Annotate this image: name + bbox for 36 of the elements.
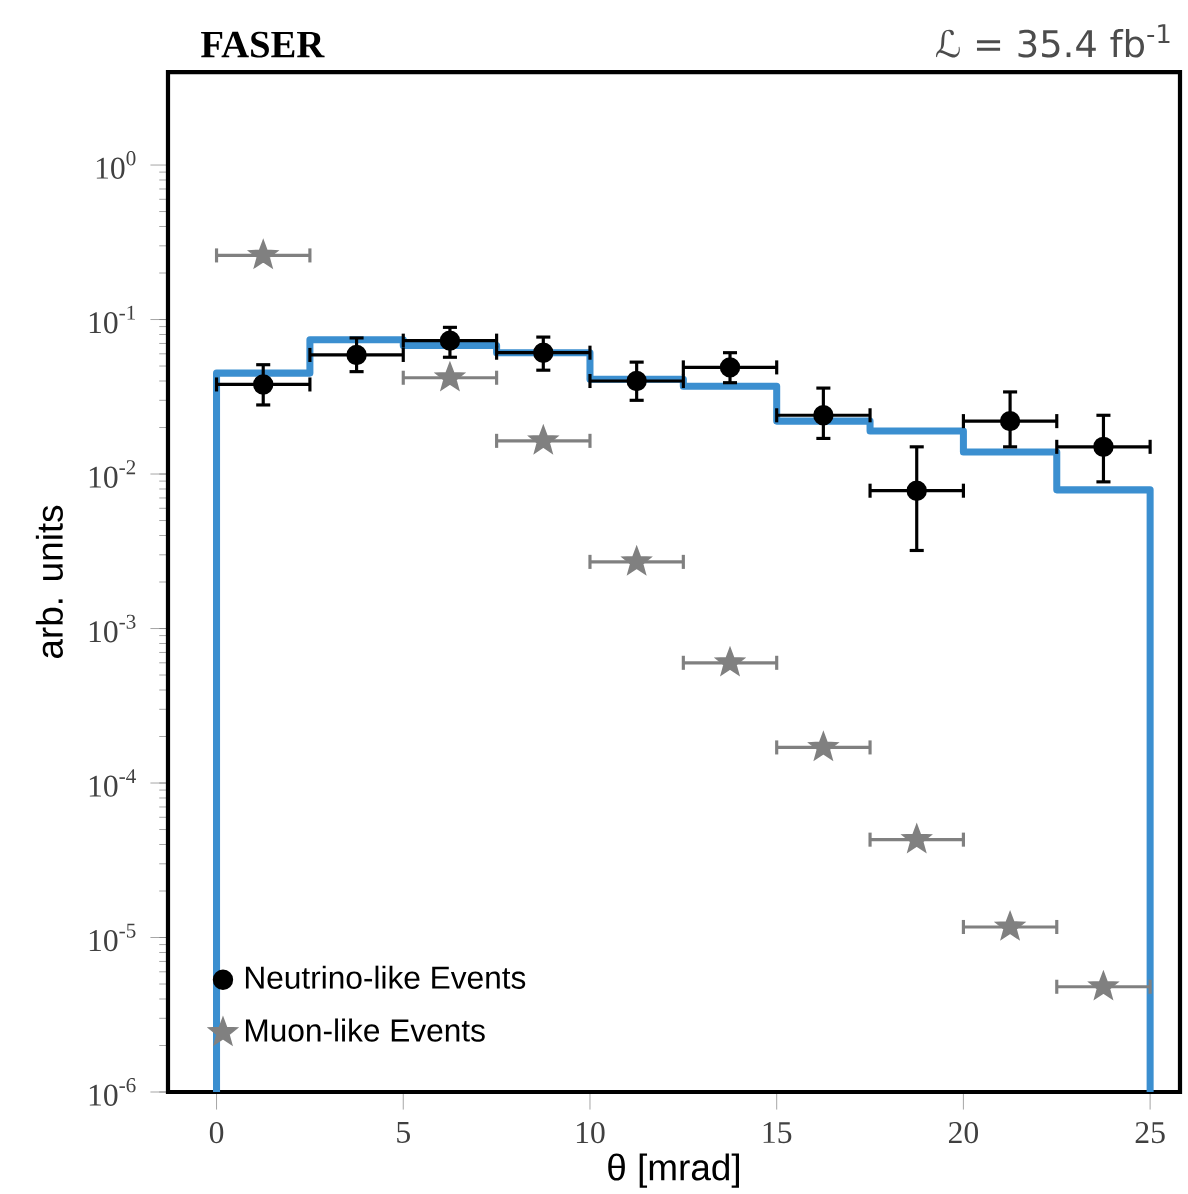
x-tick-label: 15 [763,1121,792,1144]
point [808,732,838,760]
x-tick-label: 0 [209,1121,224,1144]
x-tick-label: 5 [397,1121,410,1144]
point [995,911,1025,940]
point [528,425,558,454]
y-tick-label: 10$^{-6}$ [89,1078,136,1106]
x-tick-label: 20 [948,1121,979,1144]
y-tick-label: 10$^{-2}$ [89,460,136,488]
point [626,370,647,392]
point [906,480,927,501]
x-tick-label: 10 [576,1121,605,1144]
point [533,342,554,363]
legend-label: Muon-like Events [245,1018,485,1042]
chart-title: FASER [201,31,325,58]
point [622,546,652,575]
point [715,647,745,676]
point [1093,436,1114,458]
point [999,410,1021,432]
y-tick-label: 10$^{-4}$ [89,769,136,797]
legend-label: Neutrino-like Events [245,965,526,989]
chart-subtitle: ℒ = 35.4 fb$^{-1}$ [936,24,1170,58]
y-tick-label: 10$^{0}$ [96,151,136,179]
x-tick-label: 25 [1135,1121,1165,1144]
y-tick-label: 10$^{-3}$ [89,614,136,643]
point [253,374,274,395]
y-tick-label: 10$^{-5}$ [89,923,136,952]
point [1089,971,1118,1000]
y-axis-title: arb. units [35,505,63,659]
point [248,240,278,268]
y-tick-label: 10$^{-1}$ [89,305,135,334]
point [346,344,367,366]
point [813,405,834,426]
point [719,357,741,378]
point [435,362,465,391]
x-axis-title: θ [mrad] [608,1153,739,1188]
